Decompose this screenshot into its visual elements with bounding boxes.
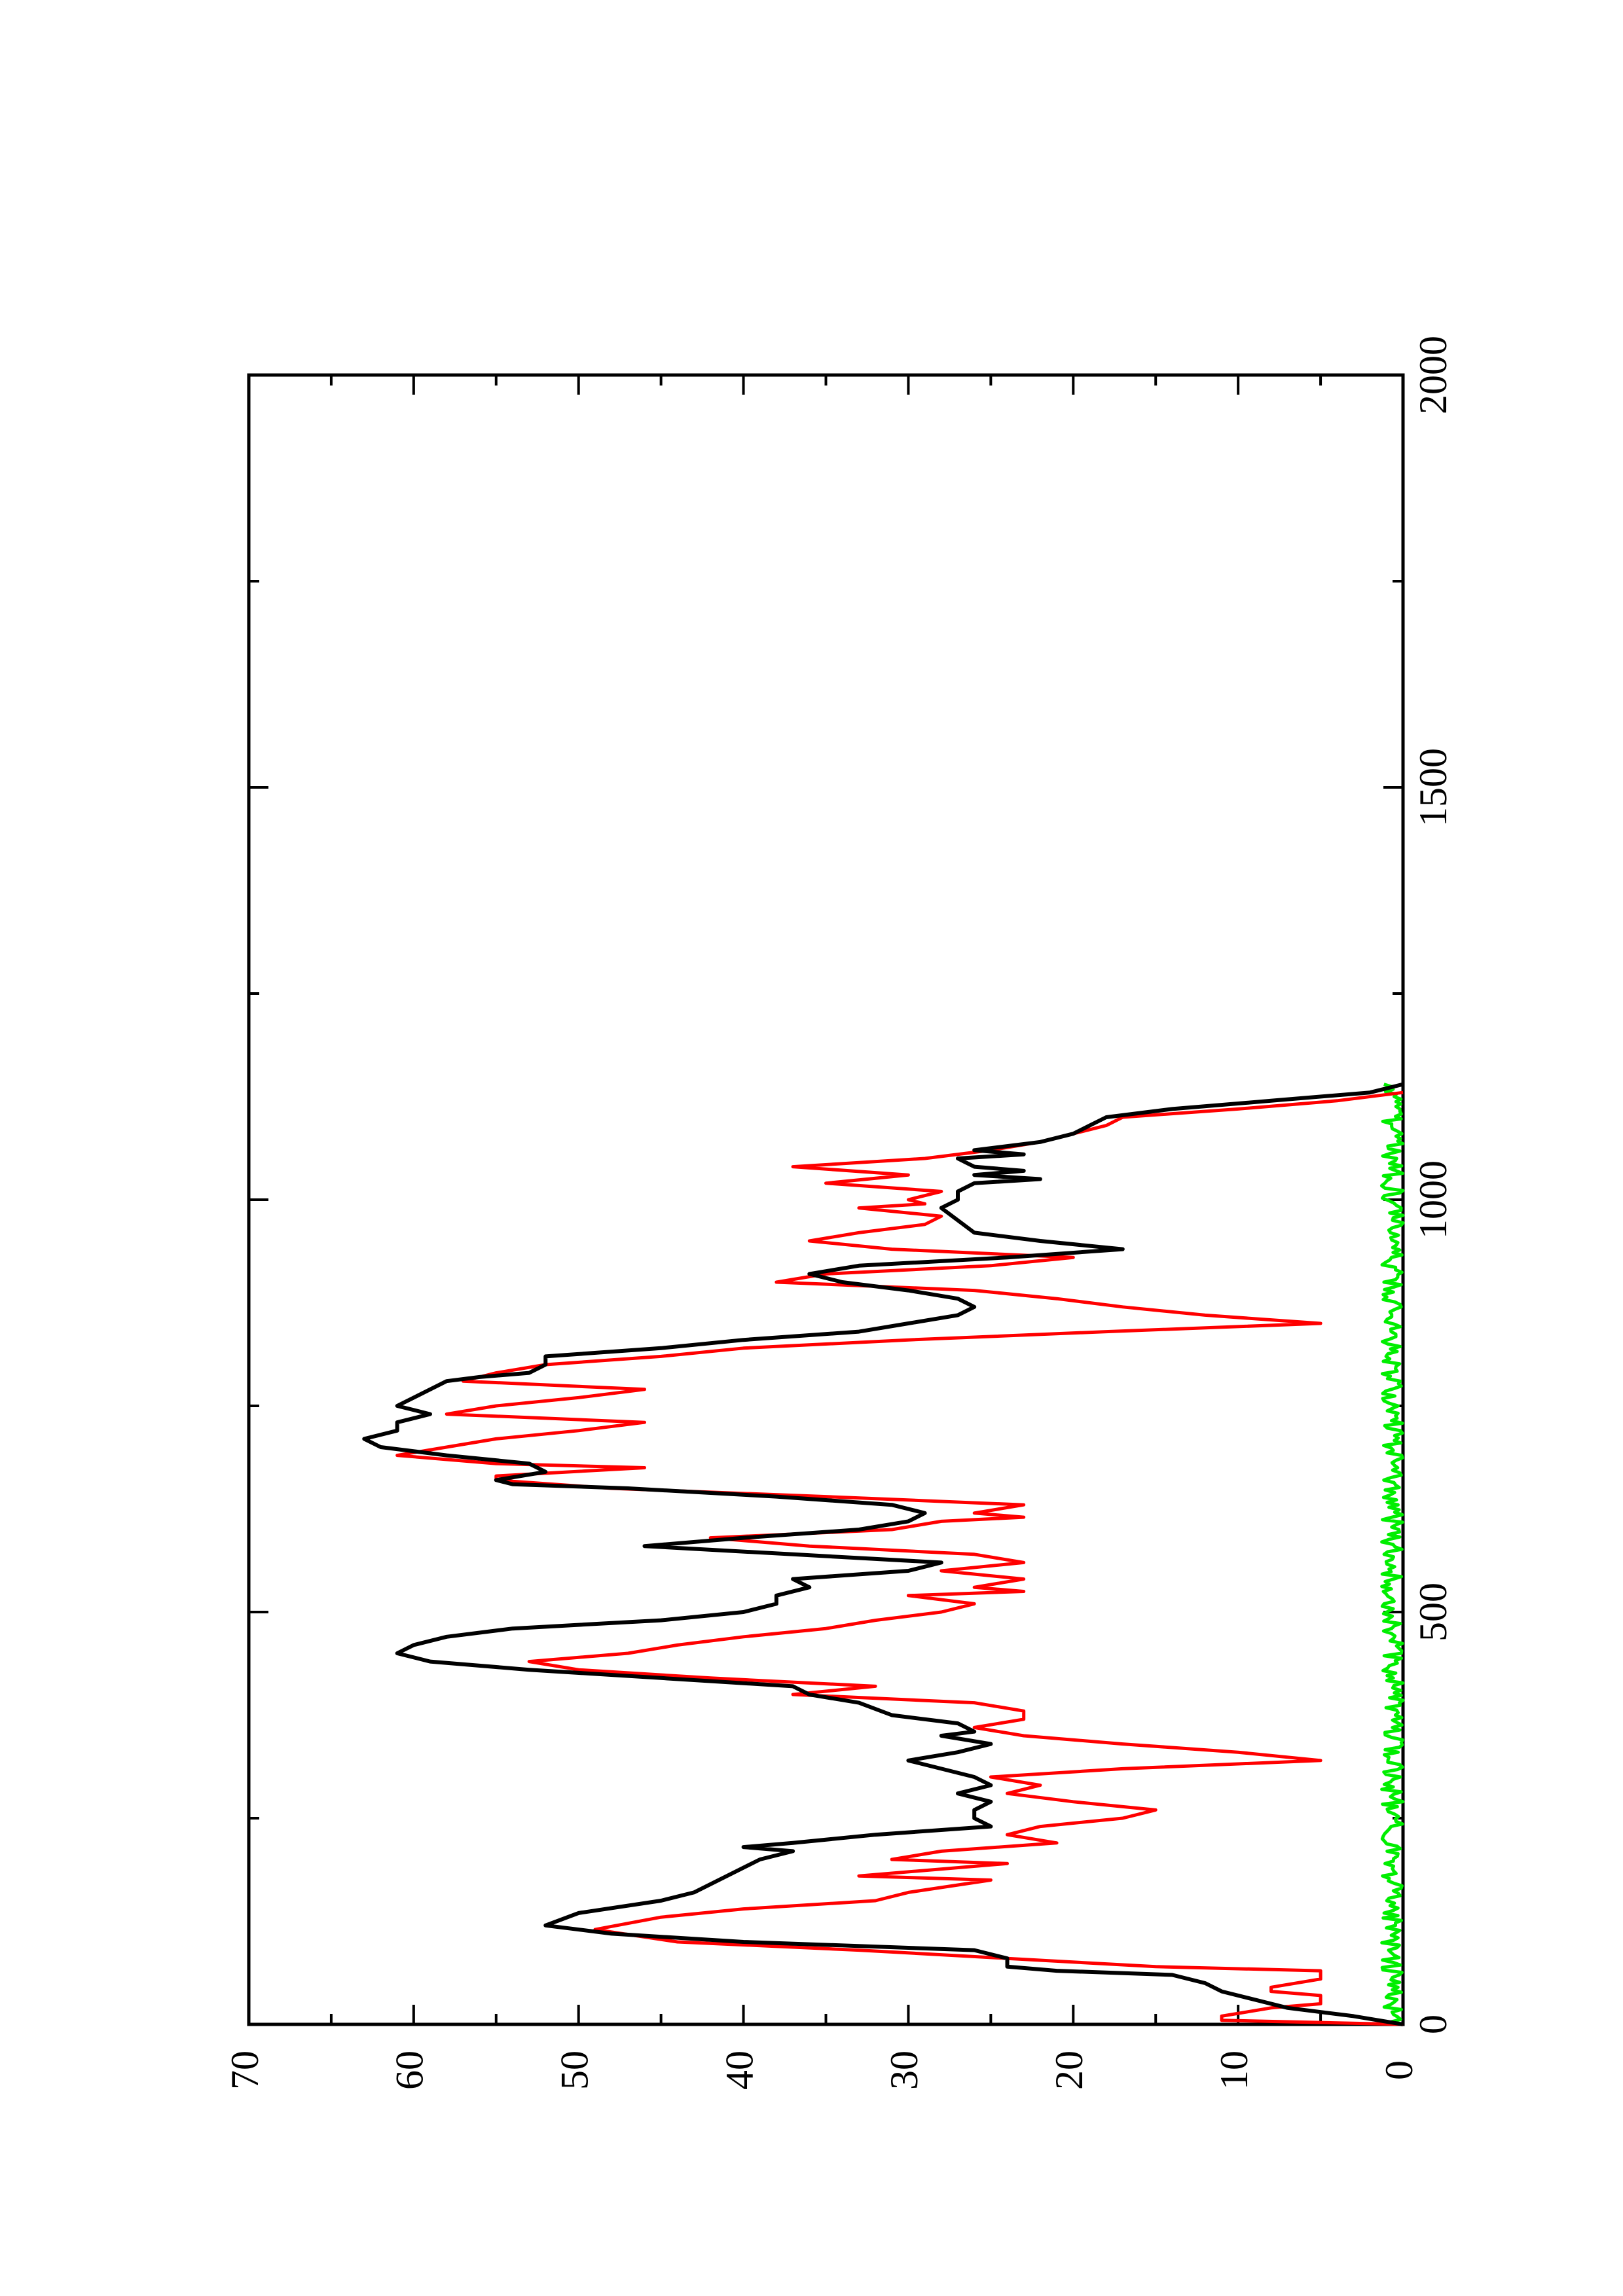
y-tick-label: 20 <box>1048 2051 1091 2090</box>
x-tick-label: 1000 <box>1412 1160 1455 1239</box>
y-tick-label: 10 <box>1213 2051 1256 2090</box>
y-tick-label: 0 <box>1377 2060 1421 2080</box>
axis-tick-labels: 0 500 1000 1500 2000 0 10 20 30 40 50 60 70 <box>223 336 1455 2090</box>
axis-ticks <box>247 374 1404 2026</box>
plot-frame <box>247 373 1405 2026</box>
data-series <box>362 1082 1405 2026</box>
y-tick-label: 30 <box>883 2051 926 2090</box>
y-tick-label: 60 <box>388 2051 431 2090</box>
x-tick-label: 1500 <box>1412 748 1455 827</box>
y-tick-label: 40 <box>718 2051 761 2090</box>
x-tick-label: 500 <box>1412 1583 1455 1641</box>
y-tick-label: 50 <box>553 2051 596 2090</box>
series-line-red <box>395 1090 1404 2026</box>
x-tick-label: 0 <box>1412 2015 1455 2034</box>
y-tick-label: 70 <box>223 2051 266 2090</box>
series-line-green <box>1379 1083 1405 2026</box>
series-line-black <box>362 1082 1404 2026</box>
x-tick-label: 2000 <box>1412 336 1455 414</box>
